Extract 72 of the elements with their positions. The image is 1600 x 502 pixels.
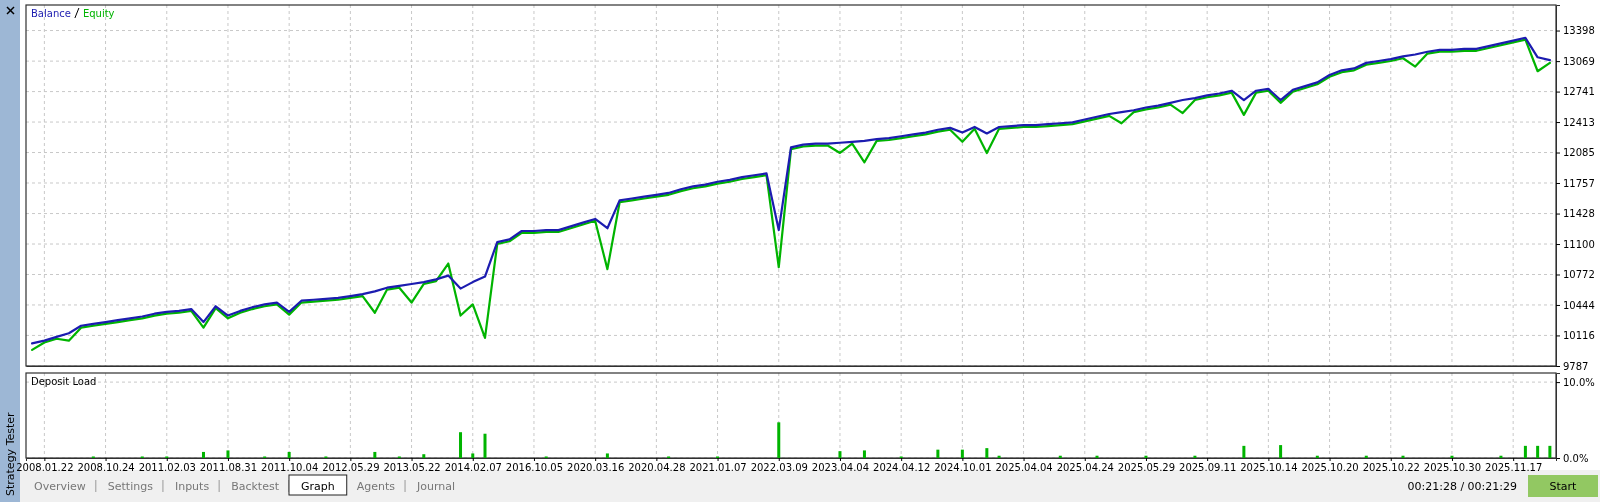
bar <box>838 451 842 458</box>
bar <box>936 449 940 458</box>
x-tick-label: 2025.10.30 <box>1423 462 1482 474</box>
text: Equity <box>82 8 115 19</box>
y-tick-label: 13398 <box>1563 25 1595 37</box>
text: Strategy Tester <box>4 411 17 496</box>
text: Graph <box>300 480 335 493</box>
bar <box>226 450 230 458</box>
x-tick-label: 2025.10.14 <box>1240 462 1298 474</box>
bar <box>201 451 205 458</box>
bar <box>287 451 291 458</box>
bar <box>862 450 866 458</box>
text: Balance <box>31 8 71 19</box>
x-tick-label: 2011.02.03 <box>138 462 196 474</box>
x-tick-label: 2025.04.04 <box>995 462 1053 474</box>
x-tick-label: 2014.02.07 <box>444 462 502 474</box>
y-tick-label: 10116 <box>1563 330 1595 342</box>
bar <box>960 449 964 458</box>
text: Backtest <box>231 480 280 493</box>
x-tick-label: 2025.04.24 <box>1056 462 1114 474</box>
bar <box>1536 445 1540 458</box>
x-tick-label: 2012.05.29 <box>322 462 380 474</box>
y-tick-label: 9787 <box>1563 360 1589 372</box>
x-tick-label: 2011.10.04 <box>261 462 319 474</box>
x-tick-label: 2025.10.20 <box>1301 462 1359 474</box>
bar <box>483 433 487 458</box>
text: Overview <box>34 480 86 493</box>
bar <box>1242 445 1246 458</box>
x-tick-label: 2008.10.24 <box>77 462 135 474</box>
y-tick-label: 10444 <box>1563 299 1595 311</box>
bar <box>1523 445 1527 458</box>
bar <box>373 451 377 458</box>
text: Settings <box>107 480 154 493</box>
x-tick-label: 2022.03.09 <box>750 462 808 474</box>
y-tick-label: 11757 <box>1563 177 1595 189</box>
text: 00:21:28 / 00:21:29 <box>1407 480 1517 493</box>
text: Journal <box>416 480 456 493</box>
chart-title: Deposit Load <box>31 376 97 387</box>
x-tick-label: 2023.04.04 <box>811 462 870 474</box>
bar <box>471 453 475 458</box>
y-tick-label: 10772 <box>1563 269 1595 281</box>
y-tick-label: 13069 <box>1563 55 1595 67</box>
x-tick-label: 2021.01.07 <box>689 462 747 474</box>
y-tick-label: 12085 <box>1563 147 1595 159</box>
x-tick-label: 2020.03.16 <box>567 462 625 474</box>
y-tick-label: 12741 <box>1563 86 1595 98</box>
bar <box>985 448 989 458</box>
bar <box>605 453 609 458</box>
x-tick-label: 2025.11.17 <box>1485 462 1543 474</box>
x-tick-label: 2025.05.29 <box>1117 462 1176 474</box>
y-tick-label: 11100 <box>1563 238 1595 250</box>
text: Agents <box>356 480 396 493</box>
bar <box>1548 445 1552 458</box>
x-tick-label: 2013.05.22 <box>383 462 441 474</box>
x-tick-label: 2011.08.31 <box>199 462 258 474</box>
y-tick-label: 12413 <box>1563 116 1595 128</box>
y-tick-label: 11428 <box>1563 208 1595 220</box>
x-tick-label: 2016.10.05 <box>505 462 564 474</box>
y-tick-label: 10.0% <box>1563 376 1595 388</box>
x-tick-label: 2025.10.22 <box>1362 462 1420 474</box>
x-tick-label: 2008.01.22 <box>16 462 74 474</box>
x-tick-label: 2025.09.11 <box>1179 462 1237 474</box>
bar <box>422 454 426 458</box>
text: Start <box>1549 480 1578 493</box>
text: Inputs <box>174 480 210 493</box>
x-tick-label: 2020.04.28 <box>628 462 686 474</box>
bar <box>1279 445 1283 458</box>
bar <box>459 432 463 458</box>
y-tick-label: 0.0% <box>1563 452 1589 464</box>
bar <box>777 422 781 458</box>
x-tick-label: 2024.10.01 <box>934 462 992 474</box>
x-tick-label: 2024.04.12 <box>873 462 931 474</box>
